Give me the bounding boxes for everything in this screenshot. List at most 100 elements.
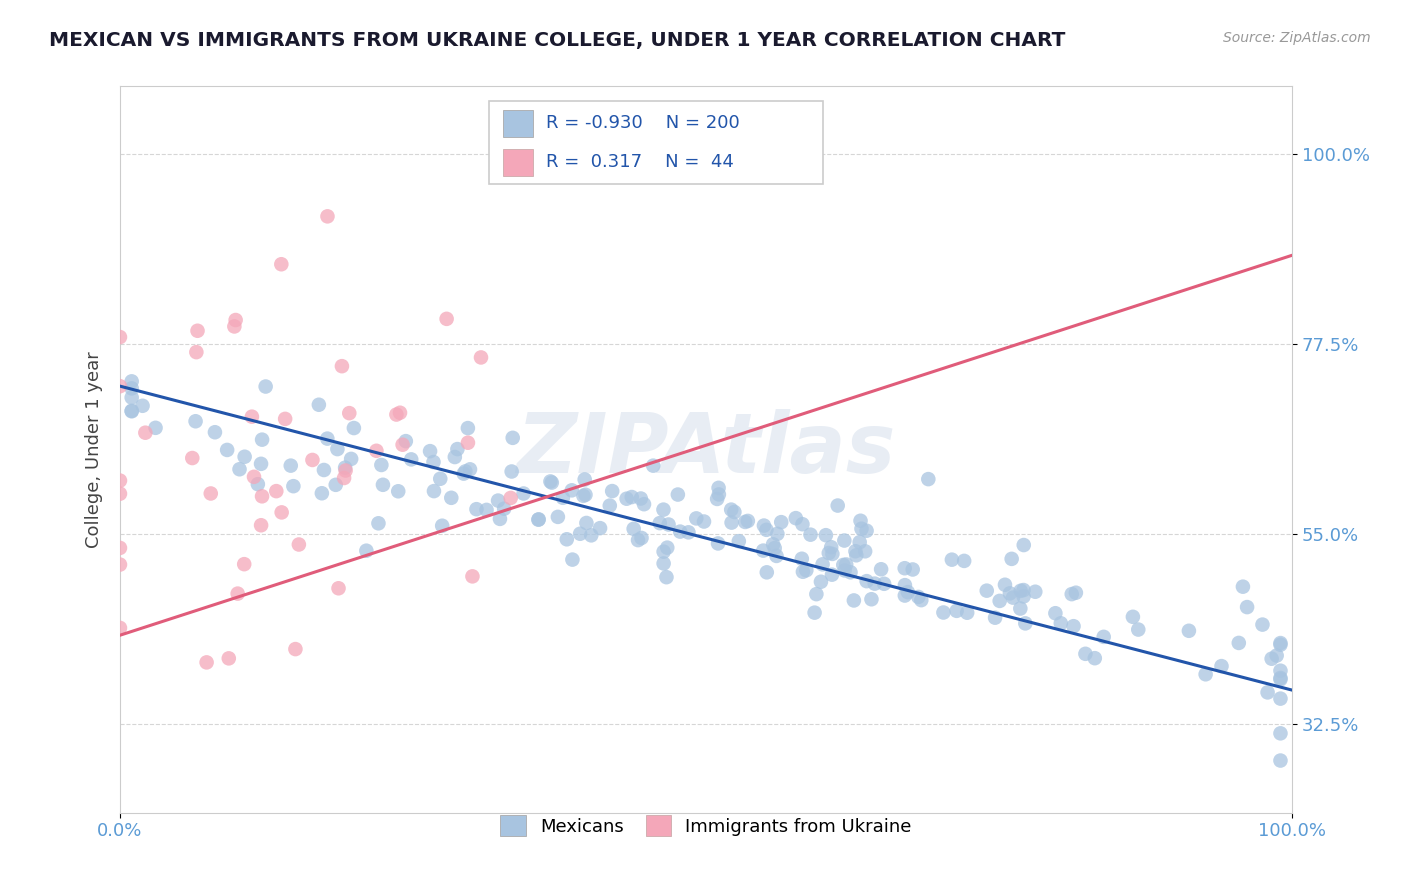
Point [108,558,131,572]
Point [907,590,929,604]
Point [1092,630,1115,644]
Point [1211,659,1233,673]
Point [755,566,778,580]
Point [853,544,876,558]
Point [121,381,143,395]
Point [994,578,1017,592]
Point [569,526,592,541]
Point [1001,552,1024,566]
Point [827,499,849,513]
Y-axis label: College, Under 1 year: College, Under 1 year [86,351,103,548]
Point [755,523,778,537]
Point [707,487,730,501]
Point [1122,610,1144,624]
Point [512,486,534,500]
Point [502,431,524,445]
Point [454,464,477,478]
Point [312,463,335,477]
Point [630,491,652,506]
Point [720,516,742,530]
Point [233,450,256,464]
Point [343,421,366,435]
Point [328,581,350,595]
Point [195,656,218,670]
Point [288,537,311,551]
Point [458,462,481,476]
Point [752,518,775,533]
Point [1014,616,1036,631]
Point [648,516,671,530]
Point [832,558,855,572]
Point [810,574,832,589]
Point [1194,667,1216,681]
Point [1265,648,1288,663]
Point [1012,538,1035,552]
Point [1012,590,1035,604]
Point [1074,647,1097,661]
Point [330,359,353,374]
Point [848,535,870,549]
Point [855,524,877,538]
Point [737,514,759,528]
Point [391,438,413,452]
Point [581,528,603,542]
Point [1012,582,1035,597]
Point [228,462,250,476]
Point [616,491,638,506]
Point [388,406,411,420]
Point [1236,600,1258,615]
Point [121,391,143,405]
Point [217,442,239,457]
Point [953,554,976,568]
Point [387,484,409,499]
Point [340,451,363,466]
Point [666,487,689,501]
Point [1270,754,1292,768]
Point [274,412,297,426]
Point [1270,691,1292,706]
Point [678,525,700,540]
Point [817,546,839,560]
Point [184,414,207,428]
Point [419,444,441,458]
Point [873,576,896,591]
Point [1260,651,1282,665]
Point [643,458,665,473]
Point [1063,619,1085,633]
Point [527,512,550,526]
Text: Source: ZipAtlas.com: Source: ZipAtlas.com [1223,31,1371,45]
Point [527,513,550,527]
Point [440,491,463,505]
Point [461,569,484,583]
Point [806,587,828,601]
Point [599,499,621,513]
Point [842,593,865,607]
Point [284,642,307,657]
Point [1001,591,1024,605]
Point [233,557,256,571]
Point [792,517,814,532]
Point [200,486,222,500]
Point [657,541,679,555]
Point [988,594,1011,608]
Point [1049,616,1071,631]
Point [399,452,422,467]
Point [627,533,650,547]
Point [254,379,277,393]
Point [669,524,692,539]
Point [860,592,883,607]
Point [945,604,967,618]
Point [1084,651,1107,665]
Point [734,515,756,529]
Point [894,589,917,603]
Point [489,512,512,526]
Point [547,509,569,524]
Point [266,484,288,499]
Point [633,497,655,511]
Point [108,330,131,344]
Point [366,443,388,458]
Point [655,570,678,584]
Point [796,563,818,577]
Point [470,351,492,365]
Point [395,434,418,449]
